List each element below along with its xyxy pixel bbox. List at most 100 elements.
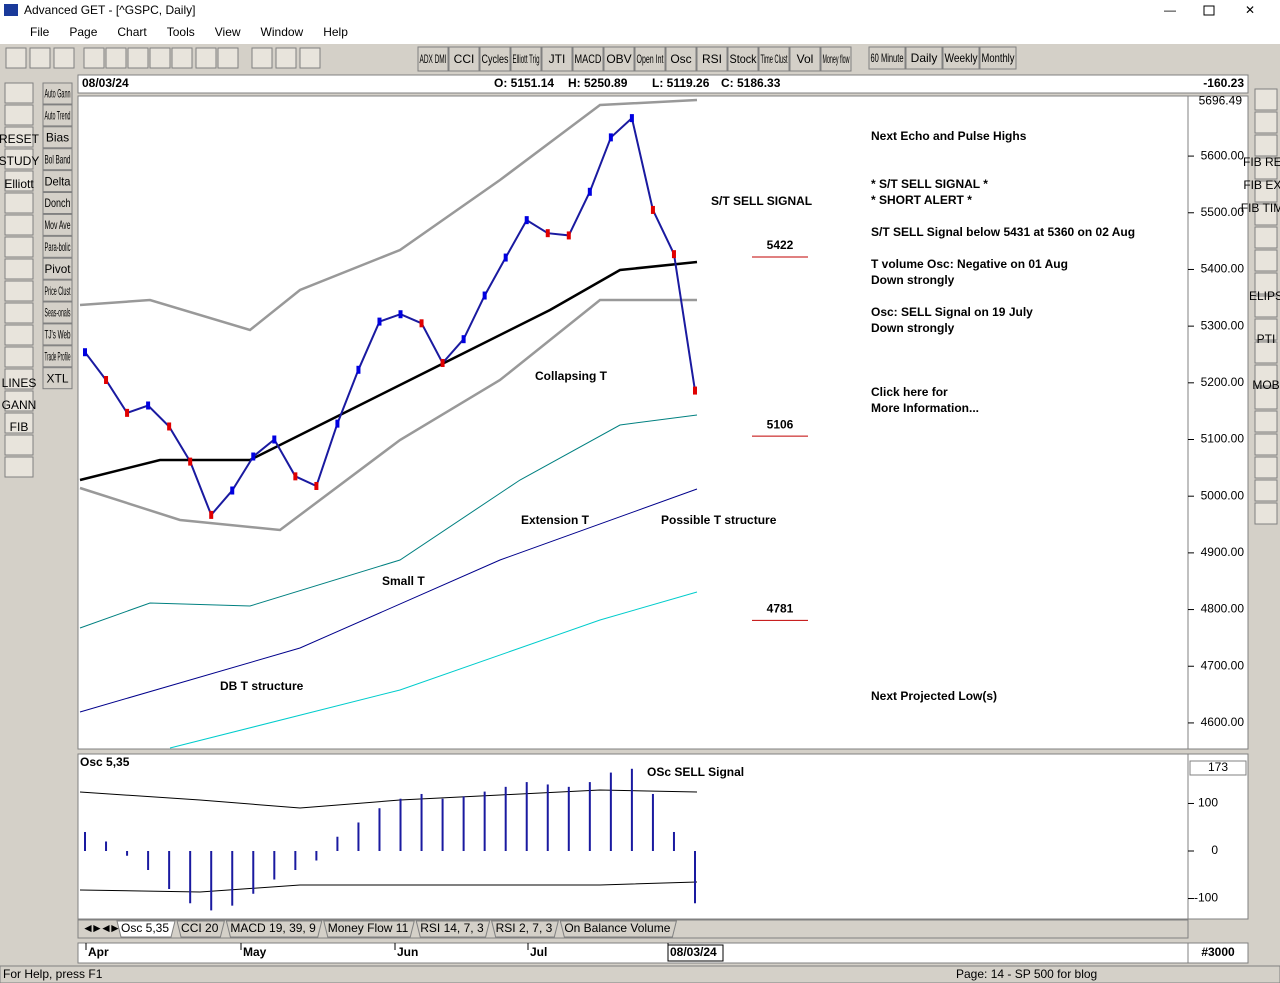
left-icon[interactable] xyxy=(4,82,34,104)
right-icon[interactable] xyxy=(1254,203,1278,226)
study-button-label[interactable]: Time Clust xyxy=(761,52,788,66)
period-button[interactable] xyxy=(868,46,906,70)
study-button[interactable] xyxy=(758,46,790,72)
study-button-label[interactable]: MACD xyxy=(575,52,602,66)
left-icon[interactable] xyxy=(4,258,34,280)
tool-icon[interactable] xyxy=(29,47,51,69)
study-button[interactable] xyxy=(479,46,511,72)
tab-scroll[interactable]: ► xyxy=(91,921,103,935)
study-button[interactable] xyxy=(820,46,852,72)
study-button-label[interactable]: Open Int xyxy=(637,52,664,66)
left-study-button[interactable] xyxy=(42,301,73,324)
left-icon[interactable] xyxy=(4,302,34,324)
study-button[interactable] xyxy=(510,46,542,72)
study-button[interactable] xyxy=(541,46,573,72)
left-study-button[interactable] xyxy=(42,104,73,127)
study-button[interactable] xyxy=(789,46,821,72)
right-icon[interactable] xyxy=(1254,226,1278,249)
left-study-button-label[interactable]: Bias xyxy=(46,130,69,144)
left-icon[interactable] xyxy=(4,434,34,456)
menu-item[interactable]: Page xyxy=(69,25,97,39)
left-icon[interactable] xyxy=(4,324,34,346)
tool-icon[interactable] xyxy=(83,47,105,69)
study-button[interactable] xyxy=(665,46,697,72)
study-button[interactable] xyxy=(572,46,604,72)
tool-icon[interactable] xyxy=(275,47,297,69)
tool-icon[interactable] xyxy=(105,47,127,69)
period-button-label[interactable]: Daily xyxy=(911,51,938,65)
tab[interactable]: RSI 14, 7, 3 xyxy=(420,921,484,935)
menu-item[interactable]: File xyxy=(30,25,50,39)
left-study-button-label[interactable]: Para-bolic xyxy=(45,240,71,254)
left-study-button-label[interactable]: Pivot xyxy=(45,262,72,276)
left-icon[interactable] xyxy=(4,412,34,434)
note[interactable]: Click here for xyxy=(871,385,948,399)
study-button-label[interactable]: Stock xyxy=(730,52,758,66)
left-icon[interactable] xyxy=(4,236,34,258)
study-button-label[interactable]: Money flow xyxy=(823,52,850,66)
tool-icon[interactable] xyxy=(195,47,217,69)
left-study-button[interactable] xyxy=(42,126,73,149)
tab-scroll[interactable]: ► xyxy=(109,921,121,935)
left-study-button-label[interactable]: XTL xyxy=(46,371,68,385)
study-button[interactable] xyxy=(727,46,759,72)
left-study-button-label[interactable]: Bol Band xyxy=(45,152,71,166)
tool-icon[interactable] xyxy=(299,47,321,69)
tab[interactable]: On Balance Volume xyxy=(564,921,670,935)
menu-item[interactable]: View xyxy=(215,25,241,39)
menu-item[interactable]: Window xyxy=(261,25,304,39)
left-study-button-label[interactable]: Price Clust xyxy=(45,284,71,298)
menu-item[interactable]: Chart xyxy=(117,25,147,39)
left-study-button[interactable] xyxy=(42,367,73,390)
tab-scroll[interactable]: ◄ xyxy=(82,921,94,935)
minimize[interactable]: — xyxy=(1164,3,1176,17)
period-button[interactable] xyxy=(979,46,1017,70)
period-button-label[interactable]: 60 Minute xyxy=(871,51,904,65)
tool-icon[interactable] xyxy=(53,47,75,69)
left-icon[interactable] xyxy=(4,214,34,236)
right-icon[interactable] xyxy=(1254,341,1278,364)
left-study-button[interactable] xyxy=(42,279,73,302)
left-study-button-label[interactable]: Mov Ave xyxy=(45,218,71,232)
left-icon[interactable] xyxy=(4,104,34,126)
study-button[interactable] xyxy=(603,46,635,72)
right-icon[interactable] xyxy=(1254,111,1278,134)
study-button-label[interactable]: RSI xyxy=(702,52,722,66)
study-button-label[interactable]: Vol xyxy=(797,52,814,66)
study-button-label[interactable]: Elliott Trig xyxy=(513,52,540,66)
left-icon[interactable] xyxy=(4,192,34,214)
tool-icon[interactable] xyxy=(5,47,27,69)
tab[interactable]: CCI 20 xyxy=(181,921,219,935)
tab-scroll[interactable]: ◄ xyxy=(100,921,112,935)
right-icon[interactable] xyxy=(1254,502,1278,525)
left-icon[interactable] xyxy=(4,148,34,170)
right-icon[interactable] xyxy=(1254,364,1278,387)
study-button[interactable] xyxy=(634,46,666,72)
tab[interactable]: MACD 19, 39, 9 xyxy=(230,921,316,935)
left-study-button[interactable] xyxy=(42,235,73,258)
left-study-button[interactable] xyxy=(42,82,73,105)
study-button[interactable] xyxy=(448,46,480,72)
right-icon[interactable] xyxy=(1254,88,1278,111)
study-button-label[interactable]: OBV xyxy=(606,52,631,66)
left-study-button[interactable] xyxy=(42,345,73,368)
period-button[interactable] xyxy=(905,46,943,70)
left-study-button-label[interactable]: Donch xyxy=(45,196,71,210)
left-icon[interactable] xyxy=(4,126,34,148)
left-icon[interactable] xyxy=(4,456,34,478)
left-study-button-label[interactable]: Delta xyxy=(45,174,71,188)
period-button-label[interactable]: Weekly xyxy=(945,51,978,65)
left-study-button-label[interactable]: Trade Profile xyxy=(45,349,71,363)
study-button-label[interactable]: ADX DMI xyxy=(420,52,447,66)
right-icon[interactable] xyxy=(1254,387,1278,410)
right-icon[interactable] xyxy=(1254,180,1278,203)
period-button-label[interactable]: Monthly xyxy=(982,51,1015,65)
left-study-button-label[interactable]: Auto Gann xyxy=(45,87,71,101)
left-study-button[interactable] xyxy=(42,323,73,346)
right-icon[interactable] xyxy=(1254,295,1278,318)
close[interactable]: ✕ xyxy=(1245,3,1255,17)
left-study-button[interactable] xyxy=(42,192,73,214)
right-icon[interactable] xyxy=(1254,318,1278,341)
left-icon[interactable] xyxy=(4,368,34,390)
study-button[interactable] xyxy=(696,46,728,72)
